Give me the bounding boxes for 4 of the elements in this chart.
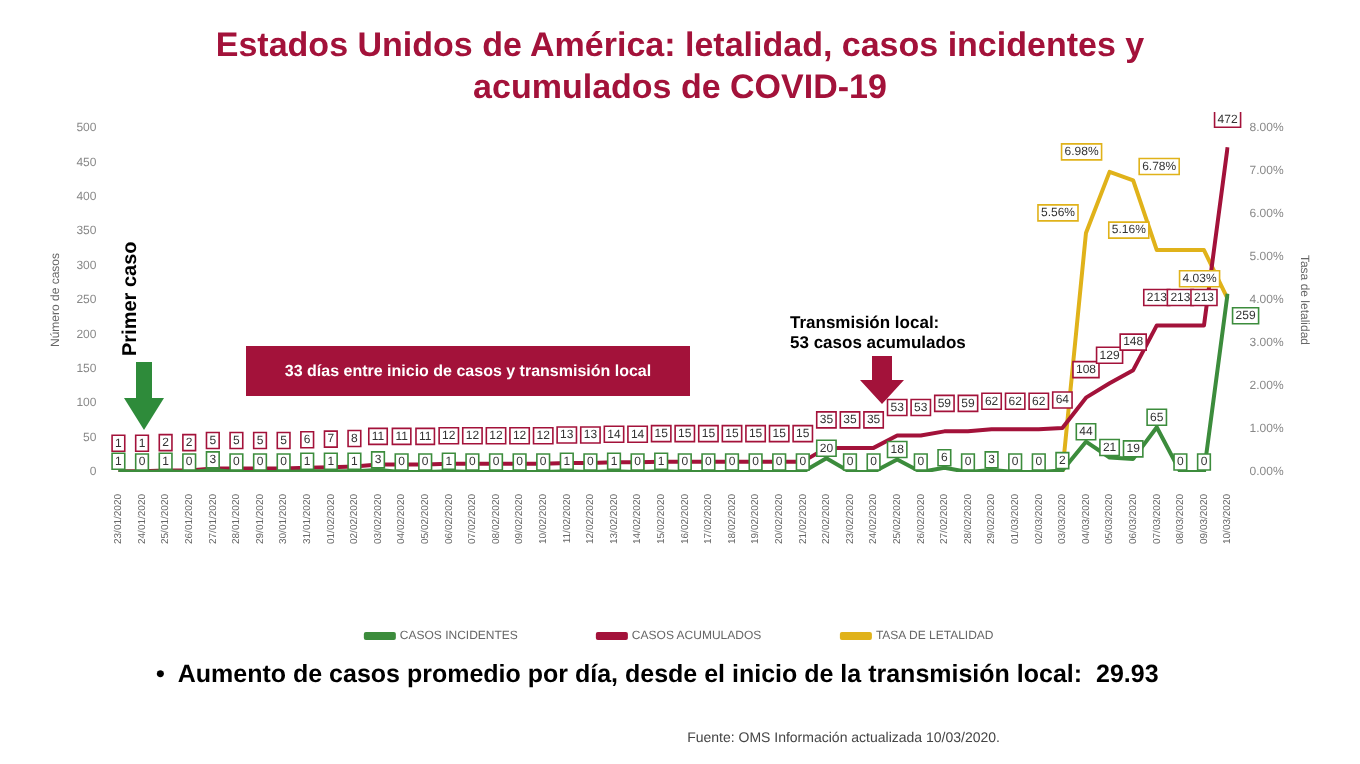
- annotation: Transmisión local: 53 casos acumulados: [790, 312, 966, 352]
- chart-title: Estados Unidos de América: letalidad, casos incidentes y acumulados de COVID-19: [213, 24, 1147, 108]
- annotation: Primer caso: [120, 241, 142, 356]
- text: • Aumento de casos promedio por día, desde el inicio de la transmisión local: 29.93: [156, 660, 1159, 688]
